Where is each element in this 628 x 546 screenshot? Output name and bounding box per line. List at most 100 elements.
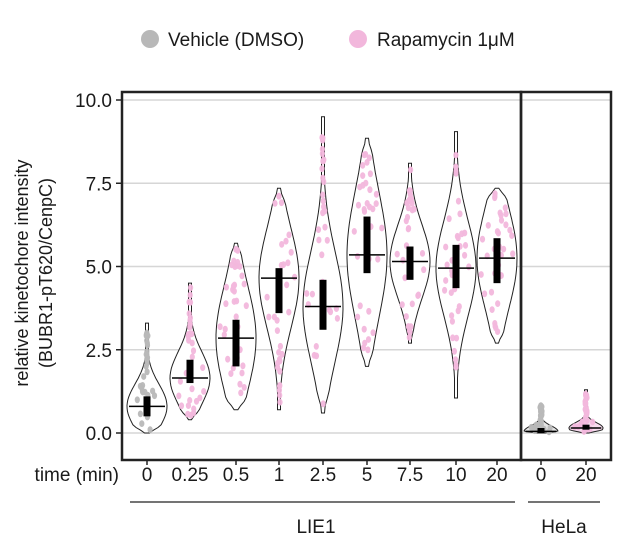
iqr-bar	[232, 319, 240, 367]
data-point	[141, 373, 147, 380]
legend: Vehicle (DMSO) Rapamycin 1μM	[141, 30, 515, 51]
data-point	[419, 250, 426, 257]
data-point	[320, 134, 326, 142]
data-point	[280, 261, 287, 268]
panel-frame-hela	[519, 90, 613, 462]
data-point	[451, 347, 457, 355]
data-point	[217, 323, 223, 331]
iqr-bar	[452, 244, 460, 289]
data-point	[235, 247, 241, 254]
data-point	[304, 290, 310, 297]
data-point	[238, 389, 244, 397]
data-point	[444, 261, 450, 269]
data-point	[189, 339, 195, 347]
data-point	[275, 364, 281, 371]
data-point	[494, 228, 500, 235]
data-point	[538, 402, 544, 410]
data-point	[531, 424, 537, 431]
data-point	[197, 394, 203, 402]
data-point	[334, 315, 340, 322]
data-point	[292, 273, 298, 281]
data-point	[189, 330, 195, 338]
data-point	[415, 291, 422, 299]
data-point	[538, 416, 544, 424]
iqr-bar	[493, 238, 501, 284]
data-point	[285, 259, 291, 267]
data-point	[187, 317, 193, 324]
data-point	[311, 351, 317, 359]
data-point	[503, 221, 509, 229]
data-point	[320, 197, 326, 205]
data-point	[144, 368, 150, 376]
legend-marker-0	[141, 30, 159, 48]
data-point	[584, 391, 590, 399]
data-point	[309, 290, 315, 298]
data-point	[405, 225, 411, 233]
data-point	[583, 400, 589, 407]
x-tick-label: 0.5	[223, 465, 249, 486]
data-point	[373, 190, 379, 198]
data-point	[279, 241, 285, 248]
data-point	[402, 274, 408, 282]
y-tick-label: 10.0	[75, 91, 112, 112]
data-point	[449, 318, 455, 325]
violin-body	[169, 282, 211, 421]
data-point	[230, 282, 237, 290]
data-point	[319, 150, 325, 158]
data-point	[355, 313, 361, 321]
data-point	[176, 392, 182, 400]
data-point	[319, 165, 325, 173]
violin-LIE1-10	[435, 131, 477, 399]
data-point	[367, 203, 373, 211]
data-point	[313, 343, 319, 350]
data-point	[479, 235, 486, 243]
y-tick-label: 2.5	[86, 341, 112, 362]
data-point	[453, 163, 459, 171]
data-point	[379, 224, 385, 232]
x-tick-label: 20	[575, 465, 596, 486]
iqr-bar	[406, 246, 414, 280]
data-point	[361, 325, 367, 333]
data-point	[489, 306, 495, 313]
iqr-bar	[186, 359, 194, 384]
data-point	[187, 299, 194, 306]
data-point	[228, 370, 234, 377]
data-point	[373, 200, 379, 208]
data-point	[502, 204, 508, 212]
x-tick-label: 7.5	[397, 465, 423, 486]
data-point	[409, 300, 415, 308]
data-point	[223, 300, 229, 308]
data-point	[355, 201, 362, 209]
data-point	[283, 237, 289, 245]
data-point	[400, 256, 406, 264]
data-point	[187, 397, 193, 404]
data-point	[406, 334, 412, 341]
data-point	[455, 234, 461, 242]
x-axis: 0 0.25 0.5 1 2.5 5 7.5 10 20 0 20	[142, 460, 597, 486]
data-point	[144, 357, 150, 365]
data-point	[443, 277, 449, 284]
data-point	[320, 174, 326, 182]
data-point	[272, 200, 278, 207]
data-point	[143, 362, 149, 370]
violin-LIE1-0.25	[169, 282, 211, 421]
legend-label-0: Vehicle (DMSO)	[168, 30, 304, 51]
data-point	[200, 364, 206, 371]
data-point	[583, 408, 589, 416]
data-point	[241, 384, 247, 391]
data-point	[375, 255, 381, 263]
data-point	[278, 199, 285, 207]
data-point	[503, 210, 509, 218]
data-point	[485, 222, 491, 229]
violin-HeLa-0	[523, 402, 559, 436]
data-point	[276, 386, 282, 394]
data-point	[189, 385, 195, 393]
data-point	[462, 251, 468, 259]
data-point	[510, 250, 516, 258]
iqr-bar	[319, 279, 327, 330]
x-axis-title: time (min)	[35, 465, 119, 486]
data-point	[185, 402, 191, 409]
data-point	[459, 230, 465, 238]
y-tick-label: 0.0	[86, 424, 112, 445]
